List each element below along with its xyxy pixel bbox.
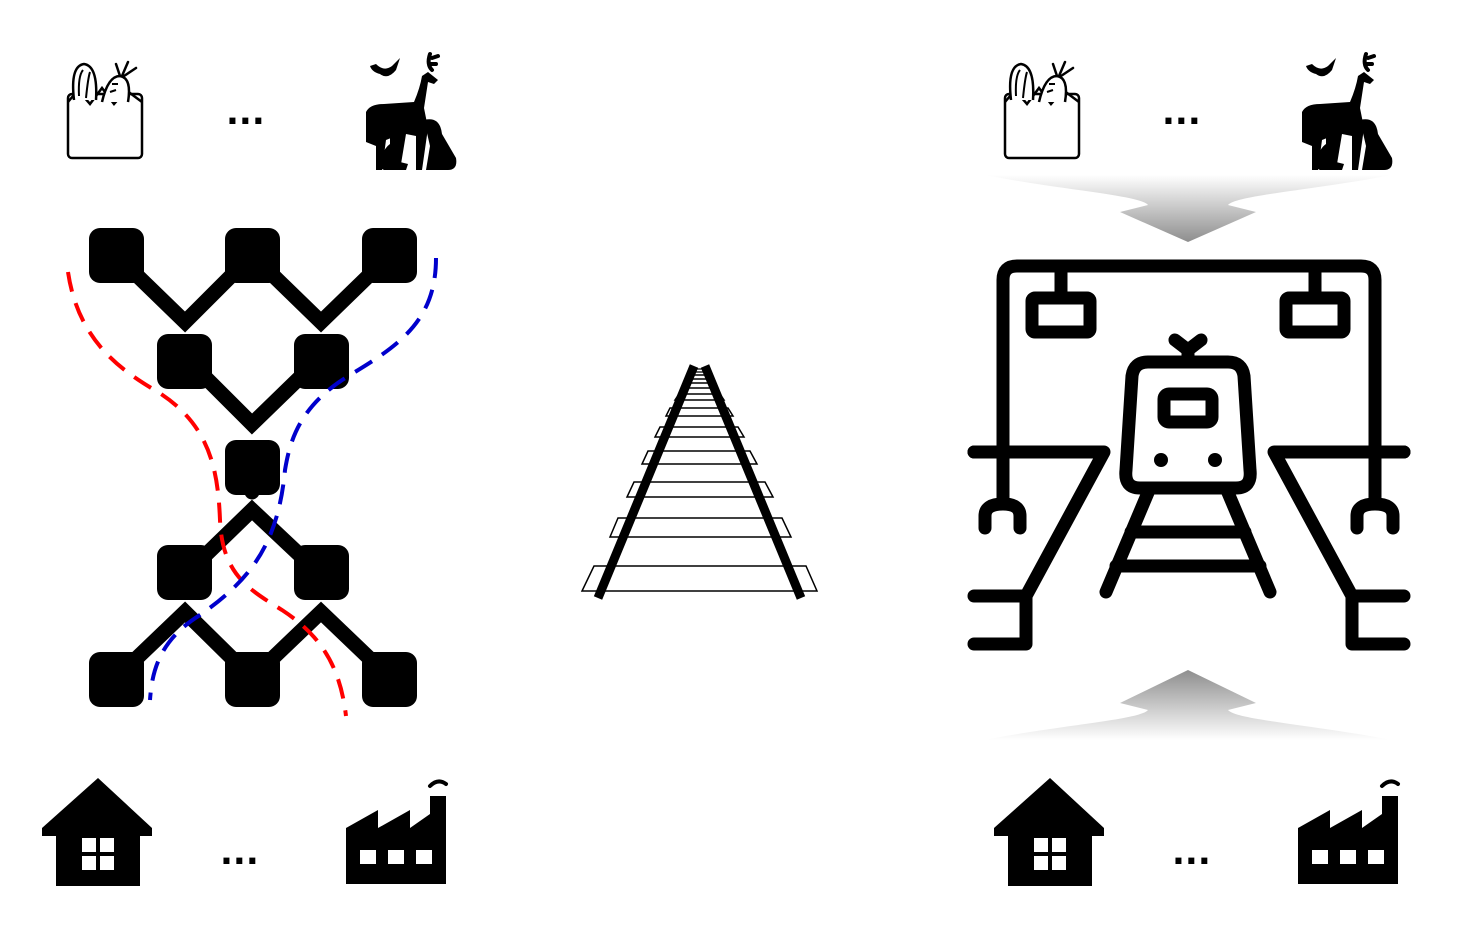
animals-icon <box>364 52 459 172</box>
left-top-ellipsis: ... <box>226 93 265 133</box>
network-node <box>225 228 280 283</box>
factory-icon <box>1296 779 1400 886</box>
blue-dashed-route <box>148 257 438 701</box>
right-panel <box>967 52 1411 886</box>
red-dashed-route <box>66 271 348 717</box>
network-node <box>294 334 349 389</box>
network-node <box>89 652 144 707</box>
right-bottom-ellipsis: ... <box>1172 833 1211 873</box>
grocery-bag-icon <box>1003 60 1081 160</box>
animals-icon <box>1300 52 1395 172</box>
grocery-bag-icon <box>66 60 144 160</box>
down-funnel-arrow <box>985 175 1391 242</box>
network-node <box>157 545 212 600</box>
network-node <box>225 440 280 495</box>
up-funnel-arrow <box>985 670 1391 740</box>
network-node <box>157 334 212 389</box>
network-node <box>362 652 417 707</box>
left-bottom-ellipsis: ... <box>220 833 259 873</box>
network-nodes <box>89 228 417 707</box>
network-node <box>225 652 280 707</box>
network-node <box>89 228 144 283</box>
network-node <box>294 545 349 600</box>
train-headlight <box>1154 453 1168 467</box>
house-icon <box>42 778 152 886</box>
train-station-icon <box>967 259 1411 651</box>
train-headlight <box>1208 453 1222 467</box>
house-icon <box>994 778 1104 886</box>
right-top-ellipsis: ... <box>1162 93 1201 133</box>
railway-track-icon <box>580 364 819 600</box>
factory-icon <box>344 779 448 886</box>
network-node <box>362 228 417 283</box>
left-panel <box>42 52 459 886</box>
